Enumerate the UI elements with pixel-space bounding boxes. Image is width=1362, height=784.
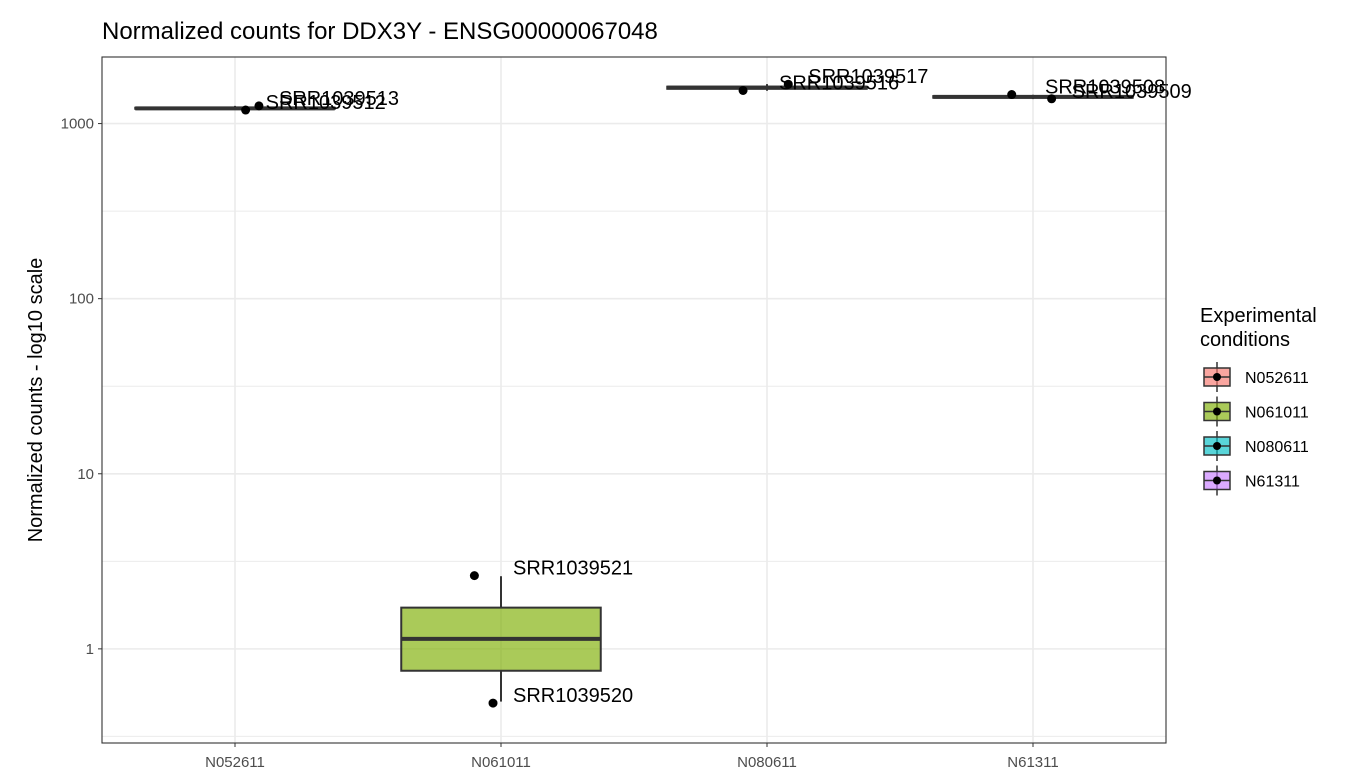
plot-grid bbox=[102, 57, 1166, 743]
data-point bbox=[254, 101, 264, 111]
data-point bbox=[1047, 94, 1057, 104]
y-tick-label: 1 bbox=[86, 641, 94, 658]
data-point bbox=[1007, 90, 1017, 100]
box-layer bbox=[134, 84, 1134, 702]
y-axis: 1 10 100 1000 bbox=[61, 116, 102, 658]
data-point bbox=[241, 105, 251, 115]
point-label: SRR1039512 bbox=[266, 92, 386, 114]
point-label: SRR1039509 bbox=[1072, 81, 1192, 103]
legend-title: Experimental bbox=[1200, 305, 1317, 327]
chart-title: Normalized counts for DDX3Y - ENSG000000… bbox=[102, 18, 658, 45]
data-point bbox=[469, 571, 479, 581]
y-tick-label: 100 bbox=[69, 291, 94, 308]
legend-label: N080611 bbox=[1245, 439, 1309, 456]
x-tick-label: N052611 bbox=[205, 754, 265, 771]
y-axis-title: Normalized counts - log10 scale bbox=[25, 258, 47, 543]
legend-label: N052611 bbox=[1245, 370, 1309, 387]
x-axis: N052611 N061011 N080611 N61311 bbox=[205, 743, 1059, 771]
point-label: SRR1039513 bbox=[279, 88, 399, 110]
point-layer bbox=[241, 79, 1057, 708]
point-label: SRR1039516 bbox=[779, 72, 899, 94]
point-label: SRR1039508 bbox=[1045, 77, 1165, 99]
legend-key-point bbox=[1213, 442, 1221, 450]
data-point bbox=[783, 79, 793, 89]
legend-label: N061011 bbox=[1245, 405, 1309, 422]
x-tick-label: N061011 bbox=[471, 754, 531, 771]
legend-label: N61311 bbox=[1245, 474, 1300, 491]
legend-title: conditions bbox=[1200, 329, 1290, 351]
data-point bbox=[738, 85, 748, 95]
data-point bbox=[488, 698, 498, 708]
point-label: SRR1039521 bbox=[513, 558, 633, 580]
y-tick-label: 1000 bbox=[61, 116, 94, 133]
x-tick-label: N080611 bbox=[737, 754, 797, 771]
legend-key-point bbox=[1213, 373, 1221, 381]
plot-panel-border bbox=[101, 56, 1167, 744]
legend-key-point bbox=[1213, 476, 1221, 485]
x-tick-label: N61311 bbox=[1007, 754, 1058, 771]
point-label: SRR1039520 bbox=[513, 685, 633, 707]
y-tick-label: 10 bbox=[77, 466, 94, 483]
point-label: SRR1039517 bbox=[808, 66, 928, 88]
legend-key-point bbox=[1213, 407, 1221, 416]
